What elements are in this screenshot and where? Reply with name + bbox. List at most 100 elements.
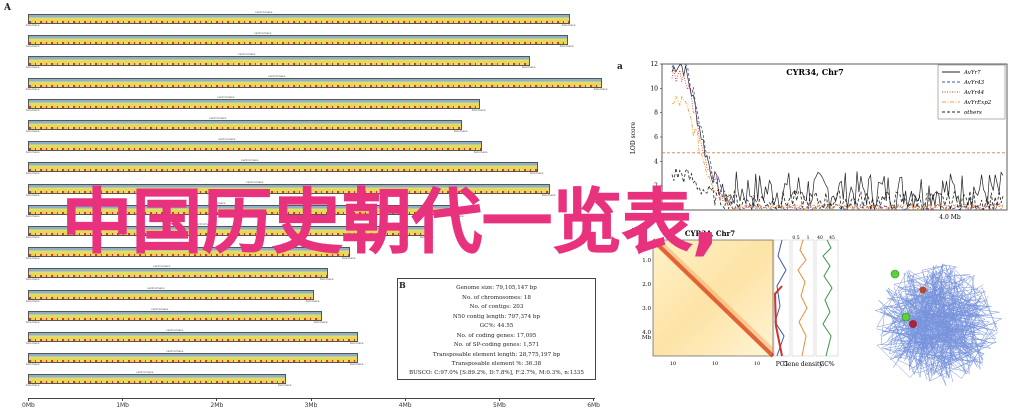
hic-diagonal-halo	[652, 237, 776, 356]
chromosome-row: telomere telomere centromere	[26, 328, 363, 345]
axis-tick-label: 6Mb	[587, 402, 600, 409]
telomere-label-right: telomere	[560, 44, 574, 49]
centromere-label: centromere	[209, 116, 227, 120]
lod-y-axis-label: LOD score	[630, 122, 637, 155]
lod-series-line	[671, 95, 1004, 211]
centromere-label: centromere	[218, 137, 236, 142]
chromatin-strand	[904, 265, 983, 376]
axis-tick-mark	[404, 398, 406, 401]
chromosome-bar	[28, 14, 570, 24]
track-label-gene-density: Gene density	[783, 361, 823, 368]
lod-y-ticks: 0 2 4 6 8 10 12	[650, 61, 662, 214]
telomere-label-left: telomere	[26, 277, 40, 282]
axis-tick-mark	[593, 398, 595, 401]
centromere-label: centromere	[147, 285, 165, 290]
telomere-label-right: telomere	[278, 383, 292, 388]
stat-n50: N50 contig length: 797,374 bp	[452, 313, 541, 320]
lod-y-tick-label: 10	[650, 85, 658, 92]
track-label-pc1: PC1	[776, 361, 788, 368]
chromosome-bar	[28, 289, 314, 300]
axis-tick-mark	[216, 398, 218, 401]
gc-track-line	[822, 239, 833, 357]
chromosome-row: telomere telomere centromere	[26, 137, 487, 154]
lod-y-tick-label: 8	[654, 110, 658, 117]
axis-tick-mark	[122, 398, 124, 401]
chromosome-bar	[28, 141, 482, 152]
axis-tick-label: 2Mb	[210, 402, 224, 409]
chromosome-row: telomere telomere centromere	[26, 74, 607, 91]
lod-legend-label: AvYr43	[963, 80, 985, 86]
chromosome-bar	[28, 56, 530, 67]
centromere-label: centromere	[217, 94, 235, 99]
marker-red-sphere-2	[909, 320, 917, 328]
chromosome-bar	[28, 183, 550, 194]
centromere-label: centromere	[238, 52, 256, 57]
stat-coding-genes: No. of coding genes: 17,095	[456, 332, 537, 339]
stat-busco: BUSCO: C:97.0% [S:89.2%, D:7.8%], F:2.7%…	[409, 370, 584, 376]
track-label-gc: GC%	[819, 361, 834, 368]
chromosome-row: telomere telomere centromere	[26, 116, 467, 133]
telomere-label-left: telomere	[26, 44, 40, 49]
lod-y-tick-label: 0	[654, 207, 658, 214]
chromosome-row: telomere telomere centromere	[26, 222, 433, 239]
telomere-label-left: telomere	[26, 23, 40, 27]
centromere-label: centromere	[151, 306, 169, 311]
panel-label-b: b	[632, 228, 639, 238]
chromosome-row: telomere telomere centromere	[26, 95, 485, 112]
hic-x-tick-label: 10	[670, 361, 676, 367]
centromere-label: centromere	[166, 328, 184, 332]
telomere-label-left: telomere	[26, 341, 40, 345]
chromatin-strand	[880, 308, 973, 379]
chromosome-bar	[28, 204, 458, 215]
telomere-label-right: telomere	[350, 341, 364, 345]
hic-y-tick-label: 1.0	[642, 258, 651, 264]
chromosome-row: telomere telomere centromere	[26, 158, 543, 175]
chromatin-strand	[876, 270, 988, 373]
chromosome-bar	[28, 226, 428, 236]
lod-y-tick-label: 4	[654, 158, 658, 165]
marker-green-sphere-2	[901, 312, 911, 322]
genome-stats-box: Genome size: 79,105,147 bp No. of chromo…	[397, 278, 596, 380]
stat-te-length: Transposable element length: 28,775,197 …	[432, 351, 561, 358]
track-tick-label: 0.5	[792, 235, 799, 241]
chromosome-row: telomere telomere centromere	[26, 180, 555, 197]
lod-legend-box	[937, 64, 1006, 120]
lod-legend-label: AvYrExp2	[963, 100, 992, 106]
hic-x-ticks: 10 10 10	[670, 361, 760, 367]
telomere-label-right: telomere	[542, 192, 556, 197]
track-tick-label: 40	[817, 235, 823, 241]
centromere-label: centromere	[254, 31, 272, 36]
telomere-label-right: telomere	[420, 235, 434, 239]
telomere-label-right: telomere	[450, 213, 464, 218]
centromere-label: centromere	[162, 243, 180, 248]
axis-tick-label: 3Mb	[304, 402, 318, 409]
telomere-label-right: telomere	[350, 362, 364, 367]
lod-legend: AvYr7 AvYr43 AvYr44 AvYrExp2 others	[937, 64, 1006, 120]
gene-density-track-line	[797, 239, 808, 357]
chromosome-bar	[28, 77, 602, 88]
chromosome-bar	[28, 268, 328, 279]
telomere-label-left: telomere	[26, 65, 40, 70]
telomere-label-right: telomere	[314, 319, 328, 324]
hic-x-tick-label: 10	[754, 361, 760, 367]
chromosome-bar	[28, 35, 568, 46]
genome-3d-structure-image	[874, 263, 1003, 386]
axis-tick-mark	[28, 398, 29, 401]
pc1-track-negative	[773, 285, 783, 357]
chromosome-row: telomere telomere centromere	[26, 201, 463, 218]
centromere-label: centromere	[136, 370, 154, 375]
telomere-label-left: telomere	[26, 256, 40, 261]
chromosome-bar	[28, 374, 286, 385]
marker-green-sphere	[890, 269, 900, 279]
telomere-label-left: telomere	[26, 213, 40, 218]
chromosome-bar	[28, 332, 358, 342]
hic-heatmap-panel: CYR34, Chr7 1.0 2.0 3.0 4.0Mb 10 10 10 0.5 1 40…	[642, 229, 839, 368]
chromosome-bar	[28, 247, 350, 258]
pc1-track-line	[774, 239, 787, 357]
chromatin-strand	[907, 264, 979, 377]
axis-tick-mark	[310, 398, 312, 401]
lod-y-tick-label: 2	[654, 183, 658, 190]
chromatin-strand	[880, 293, 975, 367]
centromere-label: centromere	[166, 349, 184, 354]
marker-red-sphere	[919, 286, 927, 294]
